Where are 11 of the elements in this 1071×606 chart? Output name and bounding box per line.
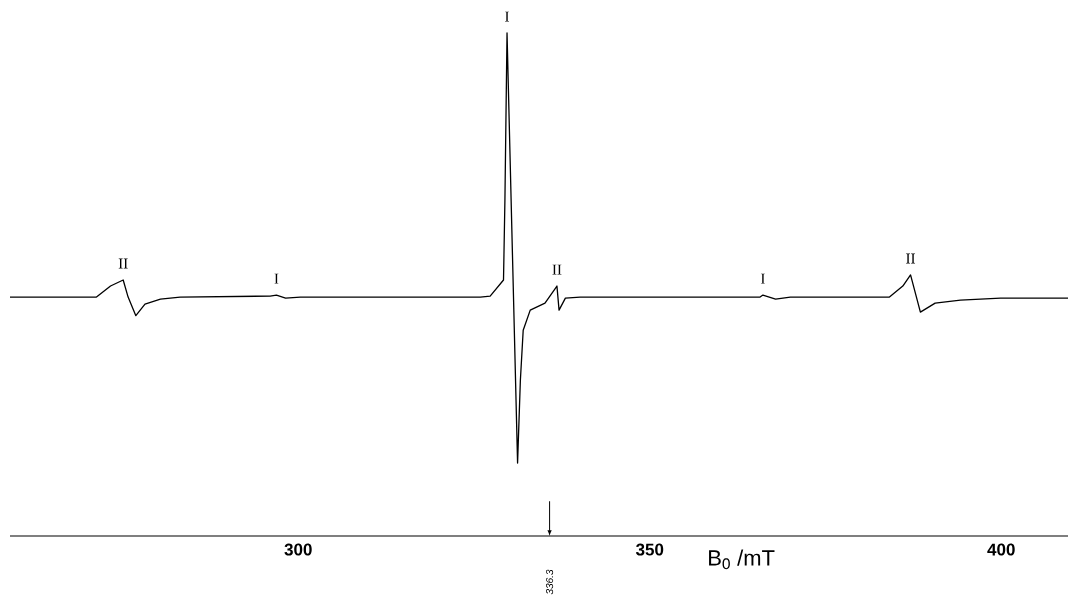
annotation: II xyxy=(118,258,128,269)
x-tick-label: 300 xyxy=(284,543,312,556)
x-axis-title: B$_{0}$ /mT xyxy=(709,549,775,570)
annotation: I xyxy=(274,273,279,284)
text: 336.3 xyxy=(546,569,554,595)
annotation: I xyxy=(760,273,765,284)
annotation: II xyxy=(906,253,916,264)
annotation: II xyxy=(552,264,562,275)
annotation: I xyxy=(505,11,509,22)
x-tick-label: 350 xyxy=(635,543,664,556)
x-tick-label: 400 xyxy=(987,543,1015,556)
